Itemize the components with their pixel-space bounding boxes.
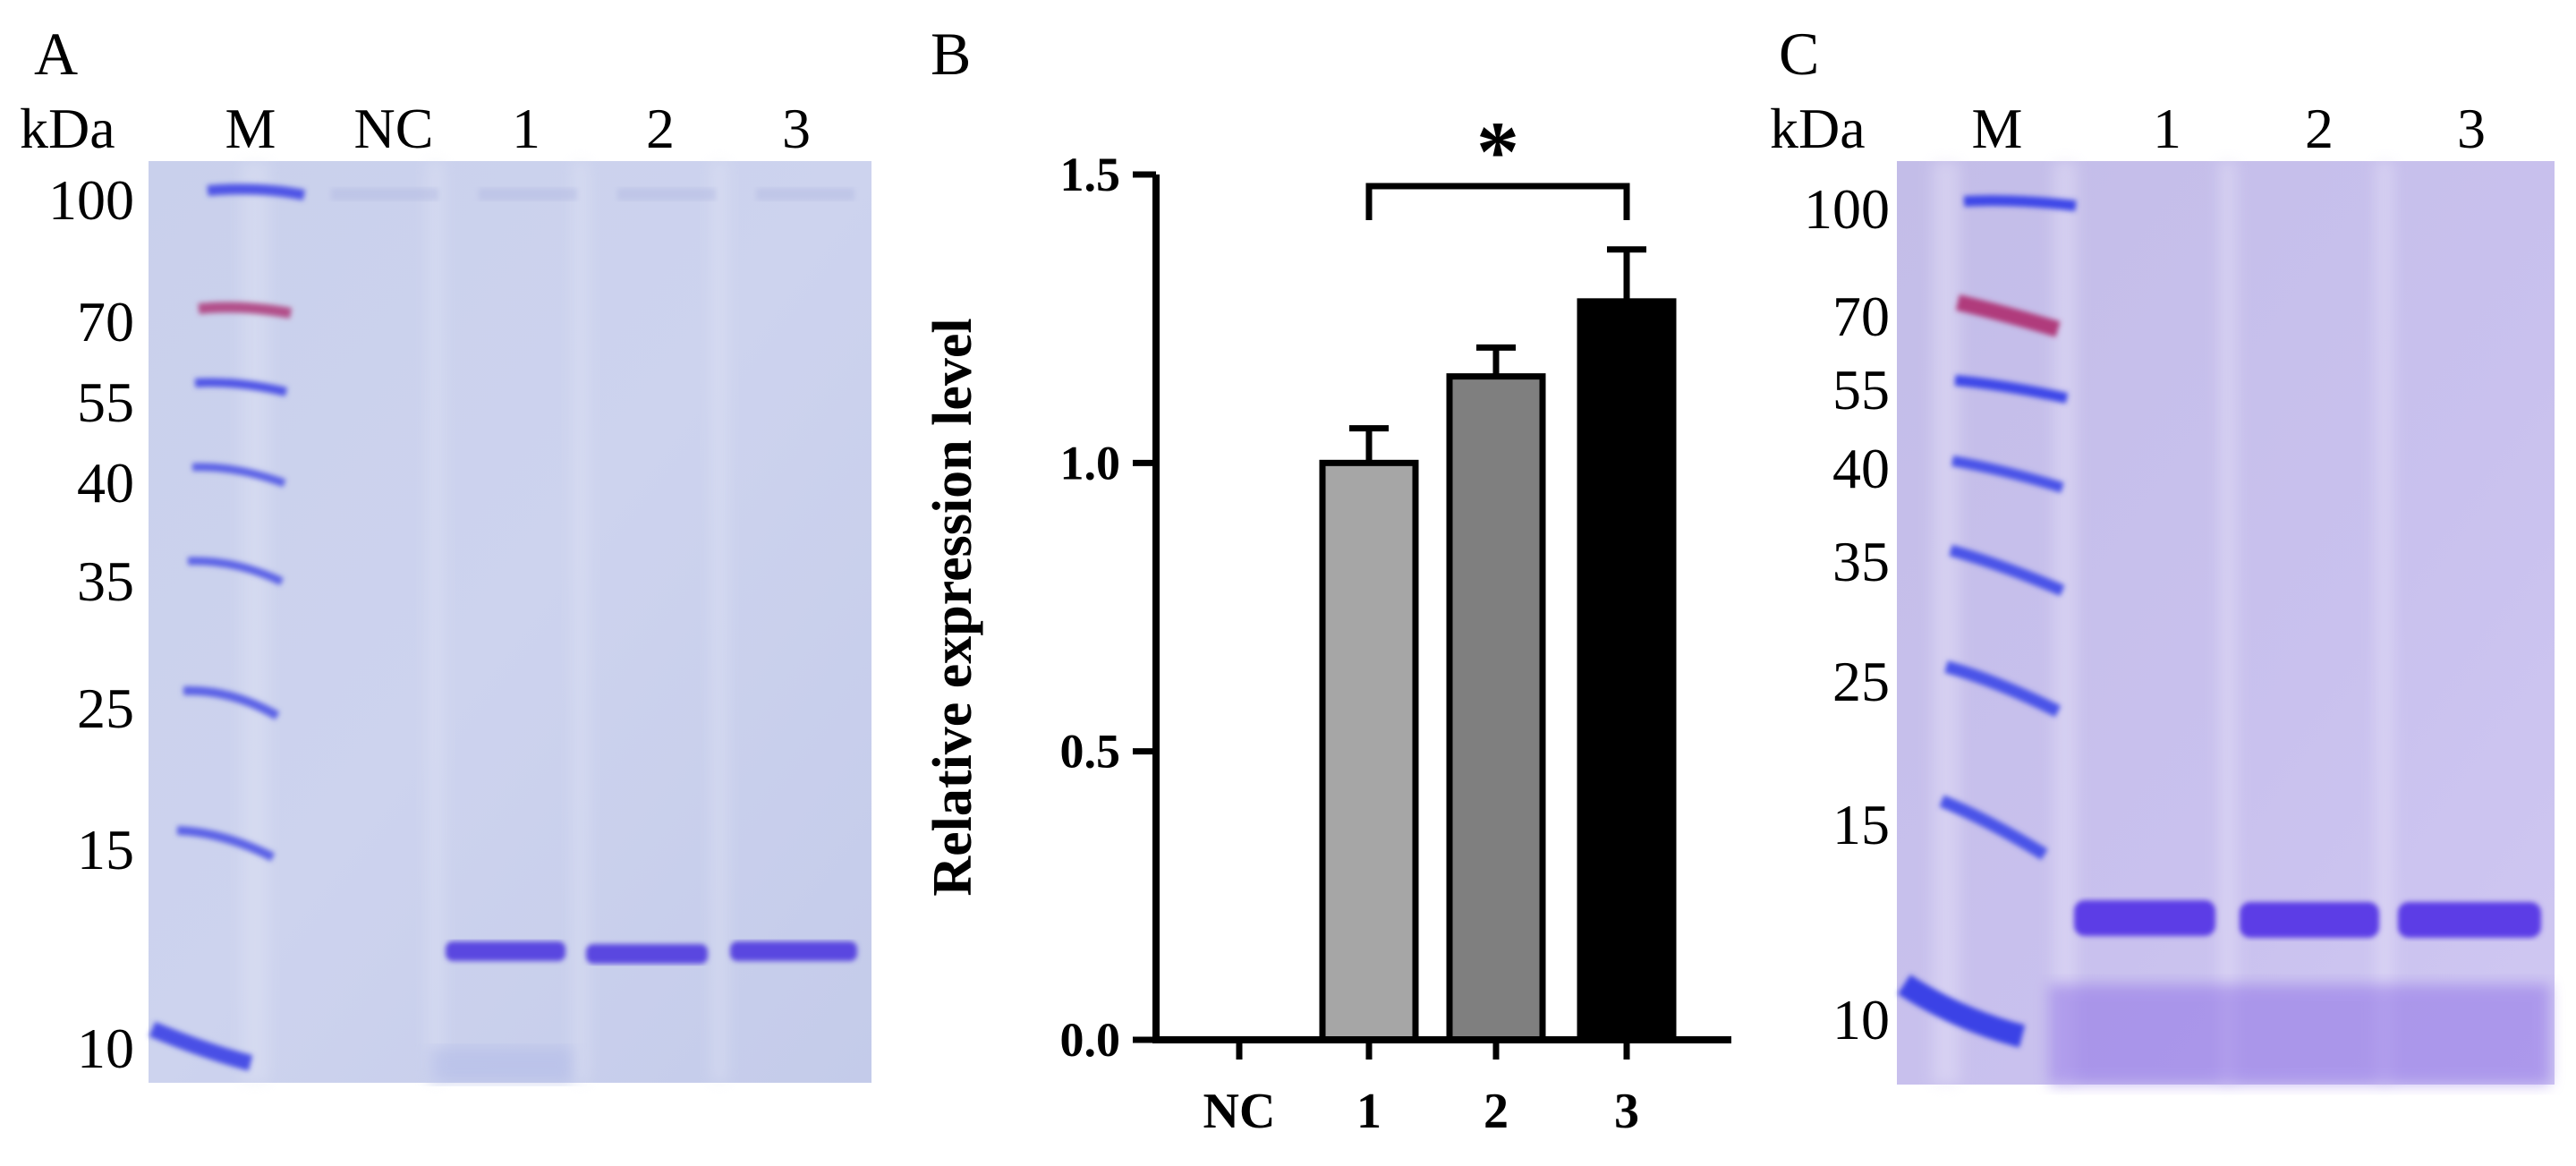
gel-c-ladder-15 bbox=[1939, 795, 2048, 860]
panel-b-letter: B bbox=[931, 20, 972, 88]
panel-a-lane-1: 1 bbox=[512, 97, 540, 160]
panel-a-lane-nc: NC bbox=[353, 97, 434, 160]
panel-c-letter: C bbox=[1779, 20, 1820, 88]
y-tick-label-0.0: 0.0 bbox=[1060, 1013, 1121, 1067]
gel-a-ladder-10 bbox=[149, 1021, 253, 1071]
gel-a-ladder-55 bbox=[194, 378, 288, 396]
panel-a-marker-100: 100 bbox=[48, 168, 134, 232]
panel-c-marker-10: 10 bbox=[1832, 988, 1890, 1051]
gel-c-ladder-25 bbox=[1944, 660, 2062, 718]
gel-a-ladder-35 bbox=[187, 557, 284, 586]
panel-c-marker-100: 100 bbox=[1804, 177, 1890, 241]
x-tick-label-3: 3 bbox=[1614, 1084, 1639, 1139]
panel-c-lane-2: 2 bbox=[2305, 97, 2334, 160]
panel-a-lane-m: M bbox=[225, 97, 276, 160]
gel-c-ladder-10 bbox=[1897, 975, 2026, 1048]
bar-3 bbox=[1577, 298, 1677, 1043]
gel-c-band-lane1 bbox=[2074, 900, 2215, 936]
significance-star: * bbox=[1476, 104, 1519, 200]
panel-c-marker-15: 15 bbox=[1832, 793, 1890, 856]
gel-a-ladder-15 bbox=[176, 826, 276, 862]
gel-c-ladder-100 bbox=[1963, 195, 2077, 211]
panel-c-marker-35: 35 bbox=[1832, 530, 1890, 593]
gel-c-band-lane2 bbox=[2240, 902, 2379, 938]
panel-c-lane-1: 1 bbox=[2153, 97, 2181, 160]
panel-c-unit-label: kDa bbox=[1770, 97, 1866, 160]
gel-a-band-lane3 bbox=[730, 941, 857, 961]
panel-c-lane-m: M bbox=[1971, 97, 2023, 160]
panel-c-lane-3: 3 bbox=[2457, 97, 2486, 160]
bar-2 bbox=[1446, 373, 1546, 1043]
gel-c-ladder-55 bbox=[1954, 375, 2069, 404]
y-tick-label-1.0: 1.0 bbox=[1060, 436, 1121, 489]
y-axis-label: Relative expression level bbox=[922, 318, 983, 896]
x-tick-label-NC: NC bbox=[1203, 1084, 1276, 1139]
x-tick-label-2: 2 bbox=[1484, 1084, 1509, 1139]
panel-a-marker-10: 10 bbox=[77, 1017, 134, 1080]
panel-a-lane-2: 2 bbox=[646, 97, 675, 160]
significance-bracket bbox=[1365, 183, 1630, 220]
panel-a-unit-label: kDa bbox=[20, 97, 115, 160]
panel-a-letter: A bbox=[34, 20, 79, 88]
panel-c-marker-70: 70 bbox=[1832, 285, 1890, 348]
panel-a-marker-25: 25 bbox=[77, 677, 134, 740]
gel-c-ladder-40 bbox=[1951, 455, 2064, 493]
gel-a-ladder-40 bbox=[191, 463, 286, 488]
gel-a-ladder-70 bbox=[198, 302, 293, 319]
gel-c-ladder-70 bbox=[1955, 294, 2061, 337]
panel-a-lane-3: 3 bbox=[782, 97, 811, 160]
panel-a-marker-15: 15 bbox=[77, 818, 134, 881]
gel-c-ladder-35 bbox=[1949, 544, 2065, 596]
gel-a-ladder-100 bbox=[207, 183, 306, 200]
y-tick-label-1.5: 1.5 bbox=[1060, 148, 1121, 201]
panel-a-marker-55: 55 bbox=[77, 370, 134, 434]
y-tick-label-0.5: 0.5 bbox=[1060, 725, 1121, 779]
gel-a-band-lane1 bbox=[446, 941, 565, 961]
panel-c-marker-55: 55 bbox=[1832, 358, 1890, 421]
gel-a-ladder-25 bbox=[183, 685, 280, 720]
panel-a-marker-35: 35 bbox=[77, 549, 134, 613]
gel-a-band-lane2 bbox=[586, 944, 708, 964]
x-tick-label-1: 1 bbox=[1356, 1084, 1382, 1139]
panel-a-marker-70: 70 bbox=[77, 290, 134, 353]
bar-1 bbox=[1319, 459, 1419, 1043]
panel-a-marker-40: 40 bbox=[77, 451, 134, 515]
panel-c-marker-25: 25 bbox=[1832, 650, 1890, 713]
gel-c-band-lane3 bbox=[2398, 902, 2541, 938]
panel-c-marker-40: 40 bbox=[1832, 437, 1890, 500]
